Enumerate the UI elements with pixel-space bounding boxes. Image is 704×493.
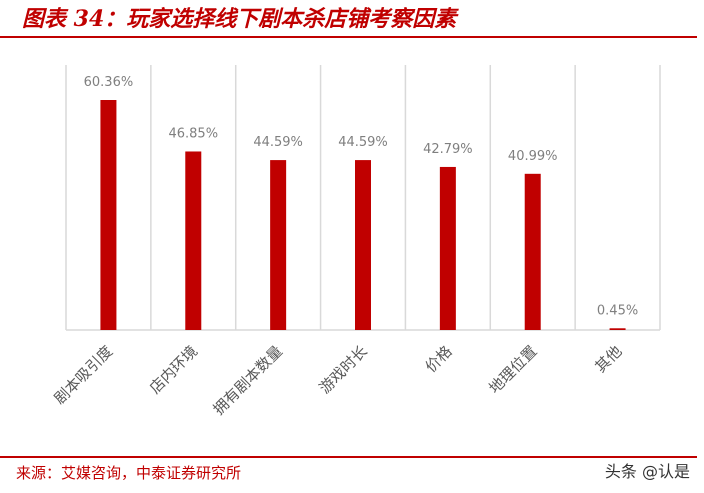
x-tick-label: 游戏时长 — [316, 342, 371, 397]
bar — [355, 160, 371, 330]
bar-layer — [100, 100, 626, 330]
data-label: 0.45% — [597, 303, 638, 318]
source-note: 来源：艾媒咨询，中泰证券研究所 — [16, 464, 242, 482]
x-tick-label: 拥有剧本数量 — [210, 342, 286, 418]
x-tick-label: 店内环境 — [146, 342, 201, 397]
bar — [185, 151, 202, 330]
bar — [270, 160, 287, 330]
x-tick-label: 地理位置 — [485, 342, 540, 397]
data-label: 46.85% — [168, 126, 218, 141]
label-layer: 60.36% 46.85% 44.59% 44.59% 42.79% 40.99% 0.45… — [84, 75, 639, 318]
watermark: 头条 @认是 — [604, 462, 690, 481]
data-label: 44.59% — [338, 135, 388, 150]
bar — [439, 166, 456, 330]
data-label: 42.79% — [423, 142, 473, 157]
data-label: 44.59% — [253, 135, 303, 150]
chart-title: 图表 34：玩家选择线下剧本杀店铺考察因素 — [22, 6, 457, 32]
bar — [100, 100, 117, 330]
bar — [524, 173, 541, 330]
x-tick-label: 剧本吸引度 — [50, 342, 116, 408]
title-rule — [0, 36, 697, 38]
data-label: 40.99% — [508, 149, 558, 164]
bar — [609, 328, 626, 330]
footer-rule — [0, 456, 697, 458]
x-tick-label: 其他 — [591, 342, 625, 376]
x-tick-label: 价格 — [422, 342, 456, 376]
data-label: 60.36% — [84, 75, 134, 90]
bar-chart: 60.36% 46.85% 44.59% 44.59% 42.79% 40.99% 0.45… — [50, 65, 661, 418]
tick-layer: 剧本吸引度 店内环境 拥有剧本数量 游戏时长 价格 地理位置 其他 — [50, 342, 625, 418]
